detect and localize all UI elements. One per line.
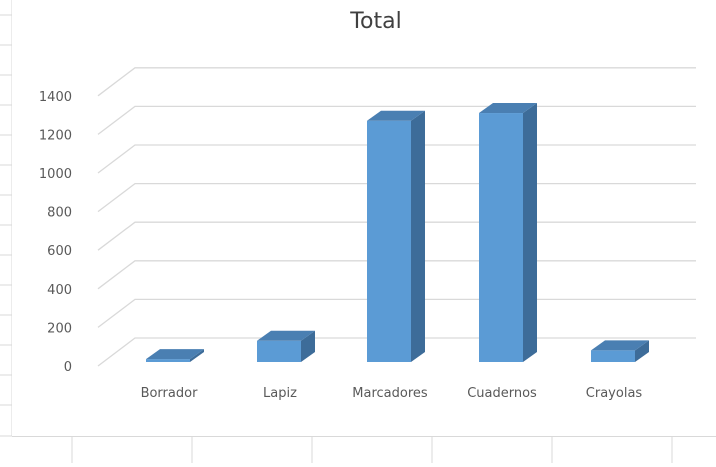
bar-side-face bbox=[411, 110, 425, 362]
y-tick-label: 1000 bbox=[39, 167, 72, 182]
bar-series bbox=[146, 103, 649, 362]
y-tick-label: 1400 bbox=[39, 90, 72, 105]
column-chart: Total 0 200 400 600 800 1000 1200 1400 Borrador… bbox=[39, 9, 696, 401]
bar-cuadernos bbox=[479, 103, 537, 362]
chart-title: Total bbox=[349, 9, 401, 34]
y-tick-label: 800 bbox=[47, 206, 72, 221]
bar-top-face bbox=[367, 110, 425, 121]
x-tick-label: Cuadernos bbox=[467, 386, 537, 401]
x-tick-label: Crayolas bbox=[586, 386, 643, 401]
bar-front-face bbox=[257, 340, 301, 362]
bar-top-face bbox=[479, 103, 537, 114]
bar-borrador bbox=[146, 349, 204, 362]
bar-top-face bbox=[146, 349, 204, 360]
x-tick-label: Lapiz bbox=[263, 386, 297, 401]
y-axis-ticks: 0 200 400 600 800 1000 1200 1400 bbox=[39, 90, 72, 375]
bar-front-face bbox=[367, 120, 411, 362]
bar-front-face bbox=[591, 350, 635, 362]
bar-front-face bbox=[146, 359, 190, 362]
y-tick-label: 0 bbox=[64, 360, 72, 375]
chart-area[interactable]: Total 0 200 400 600 800 1000 1200 1400 Borrador… bbox=[12, 0, 716, 437]
y-tick-label: 400 bbox=[47, 283, 72, 298]
gridline bbox=[97, 67, 696, 97]
bar-side-face bbox=[635, 340, 649, 362]
bar-side-face bbox=[301, 330, 315, 362]
x-tick-label: Marcadores bbox=[352, 386, 428, 401]
y-tick-label: 200 bbox=[47, 321, 72, 336]
bar-lapiz bbox=[257, 330, 315, 362]
bar-top-face bbox=[591, 340, 649, 351]
bar-top-face bbox=[257, 330, 315, 341]
bar-crayolas bbox=[591, 340, 649, 362]
x-tick-label: Borrador bbox=[141, 386, 199, 401]
bar-front-face bbox=[479, 113, 523, 362]
y-tick-label: 600 bbox=[47, 244, 72, 259]
bar-side-face bbox=[523, 103, 537, 362]
bar-side-face bbox=[190, 349, 204, 362]
y-tick-label: 1200 bbox=[39, 128, 72, 143]
bar-marcadores bbox=[367, 110, 425, 362]
x-axis-ticks: Borrador Lapiz Marcadores Cuadernos Crayolas bbox=[141, 386, 643, 401]
